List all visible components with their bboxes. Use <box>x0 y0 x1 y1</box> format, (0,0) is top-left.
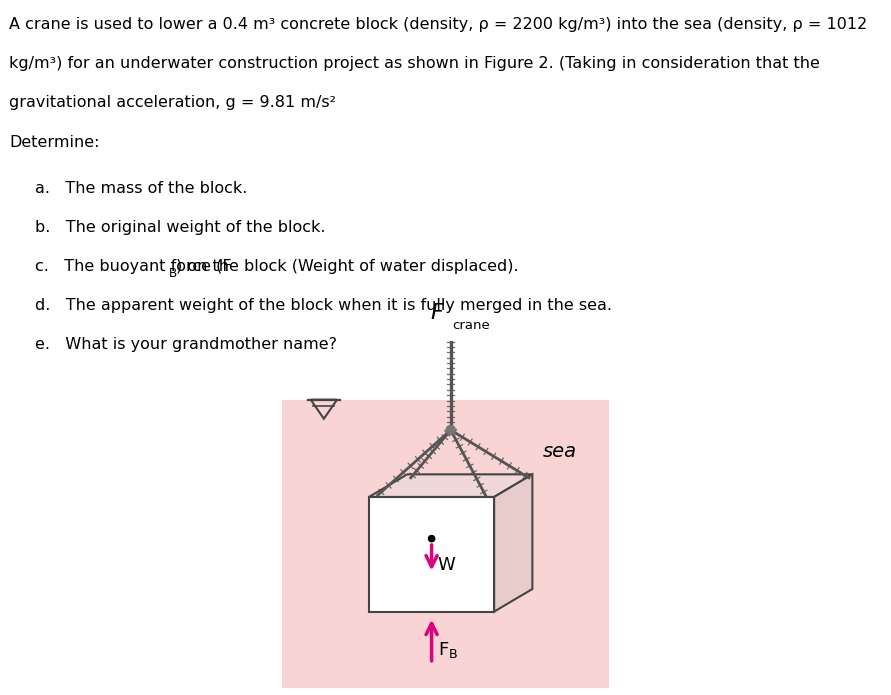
Bar <box>282 400 609 688</box>
Text: d.   The apparent weight of the block when it is fully merged in the sea.: d. The apparent weight of the block when… <box>35 298 612 313</box>
Text: F$_\mathrm{B}$: F$_\mathrm{B}$ <box>437 639 458 660</box>
Circle shape <box>429 536 435 542</box>
Text: c.   The buoyant force (F: c. The buoyant force (F <box>35 259 232 274</box>
Polygon shape <box>369 474 533 497</box>
Text: e.   What is your grandmother name?: e. What is your grandmother name? <box>35 337 337 352</box>
Bar <box>369 497 495 612</box>
Text: sea: sea <box>544 442 577 461</box>
Circle shape <box>446 425 455 434</box>
Text: B: B <box>169 268 177 281</box>
Text: A crane is used to lower a 0.4 m³ concrete block (density, ρ = 2200 kg/m³) into : A crane is used to lower a 0.4 m³ concre… <box>9 17 867 32</box>
Text: W: W <box>437 556 455 573</box>
Text: gravitational acceleration, g = 9.81 m/s²: gravitational acceleration, g = 9.81 m/s… <box>9 95 336 111</box>
Text: crane: crane <box>453 319 490 332</box>
Text: kg/m³) for an underwater construction project as shown in Figure 2. (Taking in c: kg/m³) for an underwater construction pr… <box>9 56 820 72</box>
Text: Determine:: Determine: <box>9 135 100 149</box>
Text: ) on the block (Weight of water displaced).: ) on the block (Weight of water displace… <box>176 259 519 274</box>
Text: b.   The original weight of the block.: b. The original weight of the block. <box>35 220 325 235</box>
Text: a.   The mass of the block.: a. The mass of the block. <box>35 181 248 195</box>
Polygon shape <box>495 474 533 612</box>
Text: $\mathit{F}$: $\mathit{F}$ <box>430 303 446 323</box>
